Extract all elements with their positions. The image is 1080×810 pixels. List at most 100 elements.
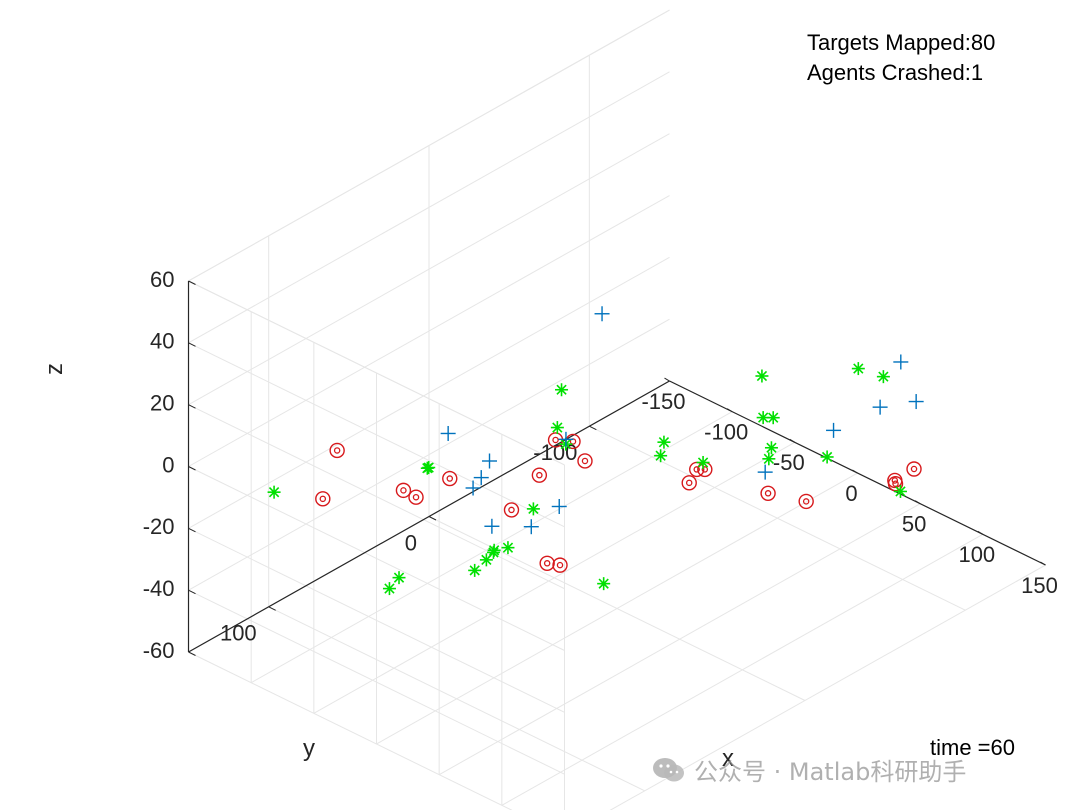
cross-marker — [558, 431, 574, 447]
z-tick-label: -40 — [143, 576, 175, 601]
y-tick-mark — [268, 606, 276, 611]
grid-line — [188, 589, 565, 775]
grid-line — [188, 404, 565, 590]
z-tick-mark — [188, 651, 196, 656]
cross-marker — [465, 480, 481, 496]
grid-line — [188, 9, 670, 282]
agent-marker — [766, 411, 780, 425]
x-tick-label: 150 — [1021, 573, 1058, 598]
agent-marker — [382, 582, 396, 596]
cross-marker — [757, 464, 773, 480]
z-tick-label: -60 — [143, 638, 175, 663]
target-marker — [531, 467, 548, 483]
x-tick-label: 50 — [902, 511, 926, 536]
grid-line — [188, 342, 565, 528]
target-marker — [552, 557, 568, 573]
cross-marker — [523, 519, 539, 535]
target-marker — [329, 442, 345, 459]
grid-line — [188, 195, 670, 467]
z-tick-mark — [188, 527, 196, 533]
target-marker — [760, 485, 776, 501]
watermark: 公众号 · Matlab科研助手 — [652, 752, 966, 787]
time-text: time =60 — [930, 735, 1015, 760]
x-tick-label: 0 — [845, 481, 857, 506]
z-tick-mark — [188, 466, 196, 471]
z-tick-mark — [188, 589, 196, 595]
cross-marker — [594, 306, 610, 322]
agent-marker — [764, 441, 778, 455]
agents-crashed-text: Agents Crashed:1 — [807, 60, 984, 85]
grid-line — [188, 133, 670, 406]
x-tick-mark — [852, 469, 858, 474]
agent-marker — [501, 541, 515, 555]
x-tick-label: -50 — [773, 450, 805, 475]
target-marker — [503, 502, 520, 518]
axis-lines — [187, 280, 1046, 653]
agent-marker — [526, 502, 540, 516]
cross-marker — [551, 498, 567, 514]
x-tick-mark — [1040, 561, 1046, 566]
wechat-icon — [653, 757, 684, 781]
agent-marker — [654, 449, 668, 463]
cross-marker — [482, 453, 498, 469]
agent-marker — [696, 455, 710, 469]
z-tick-mark — [188, 280, 196, 285]
x-axis-label: x — [722, 745, 734, 772]
agent-marker — [550, 421, 564, 435]
z-tick-mark — [188, 404, 196, 409]
x-tick-mark — [726, 408, 733, 413]
agent-marker — [876, 370, 890, 384]
cross-marker — [484, 518, 500, 534]
z-tick-label: 40 — [150, 329, 174, 354]
target-marker — [798, 493, 814, 510]
z-tick-label: -20 — [143, 514, 175, 539]
target-marker — [539, 555, 555, 571]
x-axis-line — [669, 380, 1046, 566]
cross-marker — [908, 394, 924, 410]
target-marker — [681, 475, 697, 491]
grid-line — [268, 606, 645, 792]
x-tick-label: -100 — [704, 419, 748, 444]
z-tick-label: 20 — [150, 390, 174, 415]
x-tick-mark — [789, 438, 796, 443]
data-points — [267, 306, 924, 596]
agent-marker — [762, 452, 776, 466]
agent-marker — [851, 362, 865, 376]
z-tick-mark — [188, 342, 196, 347]
target-marker — [906, 461, 922, 477]
watermark-text: 公众号 · Matlab科研助手 — [694, 758, 967, 786]
agent-marker — [820, 450, 834, 464]
z-tick-label: 0 — [162, 452, 174, 477]
y-tick-mark — [428, 516, 437, 521]
target-marker — [395, 482, 412, 499]
x-tick-label: -150 — [641, 389, 685, 414]
grid-line — [589, 425, 966, 611]
agent-marker — [755, 369, 769, 383]
grid-line — [188, 318, 670, 591]
x-tick-mark — [664, 377, 670, 382]
target-marker — [442, 470, 458, 487]
grid-line — [188, 256, 670, 529]
grid-line — [188, 466, 565, 651]
x-tick-mark — [914, 500, 921, 505]
x-tick-label: 100 — [958, 542, 995, 567]
cross-marker — [872, 399, 888, 415]
agent-marker — [479, 553, 493, 567]
x-tick-mark — [977, 530, 984, 535]
agent-marker — [267, 485, 281, 499]
agent-marker — [555, 383, 569, 397]
cross-marker — [440, 425, 456, 441]
y-tick-label: 0 — [405, 530, 417, 555]
agent-marker — [756, 411, 770, 425]
y-tick-label: 100 — [220, 621, 257, 646]
y-axis-label: y — [303, 735, 315, 762]
tick-labels: -150-100-50050100150-1000100-60-40-20020… — [143, 267, 1058, 663]
agent-marker — [597, 577, 611, 591]
y-tick-mark — [589, 425, 597, 431]
cross-marker — [826, 422, 842, 438]
target-marker — [577, 453, 593, 469]
agent-marker — [893, 484, 907, 498]
targets-mapped-text: Targets Mapped:80 — [807, 30, 996, 55]
target-marker — [315, 491, 331, 507]
